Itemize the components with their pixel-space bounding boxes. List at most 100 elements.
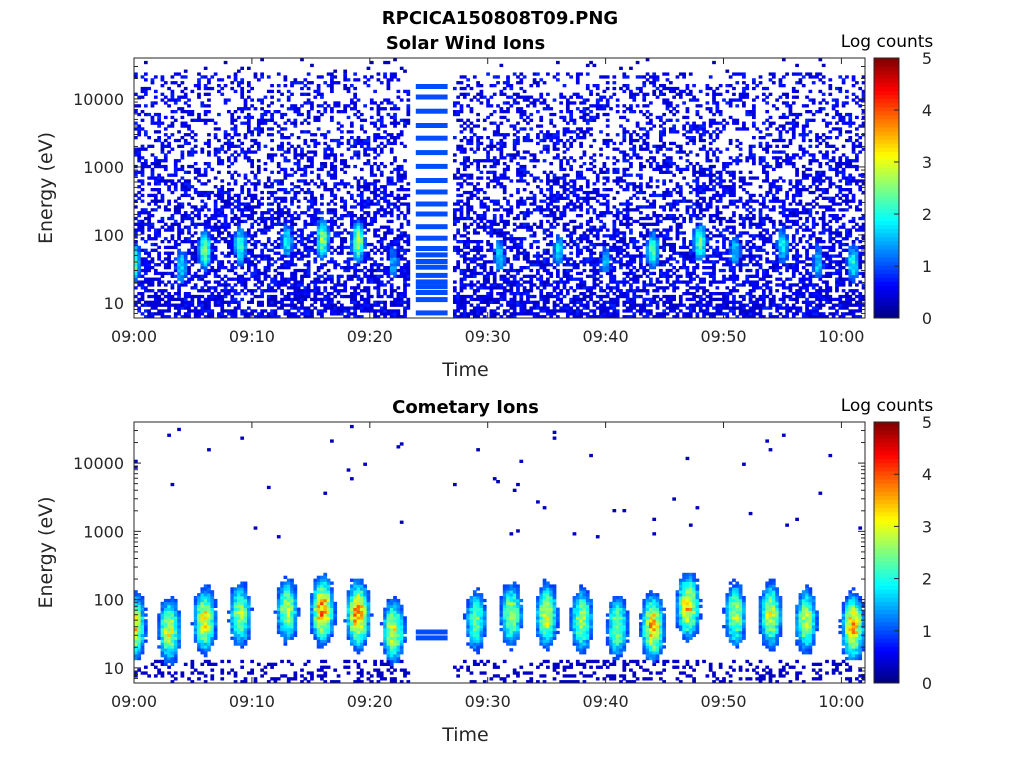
spectrogram-cell (293, 292, 298, 296)
spectrogram-cell (246, 159, 251, 163)
spectrogram-cell (486, 104, 490, 108)
spectrogram-cell (373, 136, 377, 140)
spectrogram-cell (283, 167, 288, 172)
spectrogram-cell (366, 199, 371, 203)
spectrogram-cell (250, 115, 255, 120)
spectrogram-cell (496, 240, 500, 244)
spectrogram-cell (313, 292, 318, 296)
spectrogram-cell (260, 231, 264, 235)
spectrogram-cell (552, 251, 557, 255)
spectrogram-cell (522, 170, 527, 174)
spectrogram-cell (303, 118, 308, 122)
spectrogram-cell (393, 271, 397, 276)
spectrogram-cell (140, 237, 145, 241)
spectrogram-cell (296, 162, 301, 166)
spectrogram-cell (290, 199, 294, 203)
spectrogram-cell (197, 257, 201, 261)
spectrogram-cell (399, 202, 404, 206)
spectrogram-cell (323, 286, 328, 290)
spectrogram-cell (220, 214, 225, 218)
spectrogram-cell (220, 289, 225, 293)
spectrogram-cell (373, 150, 377, 154)
spectrogram-cell (336, 182, 341, 186)
spectrogram-cell (502, 263, 507, 267)
spectrogram-cell (499, 138, 504, 143)
spectrogram-cell (140, 211, 145, 215)
spectrogram-cell (213, 136, 218, 140)
spectrogram-cell (280, 266, 284, 270)
spectrogram-cell (602, 225, 607, 229)
spectrogram-cell (203, 254, 208, 258)
spectrogram-cell (260, 257, 264, 261)
spectrogram-cell (529, 153, 534, 157)
spectrogram-cell (536, 263, 540, 267)
spectrogram-cell (177, 205, 181, 209)
spectrogram-cell (492, 231, 497, 235)
spectrogram-cell (496, 268, 500, 273)
spectrogram-cell (516, 303, 520, 307)
spectrogram-cell (406, 211, 411, 215)
spectrogram-cell (153, 89, 158, 94)
spectrogram-cell (542, 257, 547, 261)
spectrogram-cell (316, 141, 321, 146)
spectrogram-cell (303, 222, 308, 226)
spectrogram-cell (243, 202, 248, 206)
spectrogram-cell (459, 240, 464, 244)
spectrogram-cell (399, 271, 404, 276)
spectrogram-cell (183, 121, 188, 125)
spectrogram-cell (134, 263, 138, 267)
spectrogram-cell (143, 240, 148, 244)
spectrogram-cell (306, 130, 311, 134)
spectrogram-cell (376, 211, 381, 215)
spectrogram-cell (403, 286, 407, 290)
spectrogram-cell (589, 260, 593, 264)
spectrogram-cell (585, 315, 590, 319)
spectrogram-cell (306, 199, 311, 203)
spectrogram-cell (519, 173, 524, 177)
spectrogram-cell (542, 107, 547, 111)
spectrogram-cell (466, 294, 470, 299)
spectrogram-cell (496, 286, 500, 290)
spectrogram-cell (373, 274, 377, 278)
spectrogram-cell (452, 202, 457, 206)
spectrogram-cell (183, 240, 188, 244)
spectrogram-cell (256, 216, 261, 221)
spectrogram-cell (150, 208, 155, 212)
spectrogram-cell (213, 297, 218, 302)
spectrogram-cell (516, 121, 520, 125)
spectrogram-cell (190, 153, 195, 157)
spectrogram-cell (476, 315, 480, 319)
spectrogram-cell (233, 283, 238, 287)
spectrogram-cell (353, 72, 358, 76)
spectrogram-cell (296, 144, 301, 148)
spectrogram-cell (270, 257, 274, 261)
spectrogram-cell (562, 127, 567, 131)
spectrogram-cell (250, 234, 255, 238)
spectrogram-cell (602, 263, 607, 267)
spectrogram-cell (386, 199, 391, 203)
spectrogram-cell (529, 300, 534, 304)
spectrogram-cell (167, 199, 171, 203)
spectrogram-cell (207, 190, 211, 195)
spectrogram-cell (316, 104, 321, 108)
spectrogram-cell (237, 173, 241, 177)
spectrogram-cell (589, 242, 593, 247)
spectrogram-cell (276, 170, 281, 174)
spectrogram-cell (349, 121, 354, 125)
spectrogram-cell (237, 107, 241, 111)
spectrogram-cell (386, 101, 391, 105)
spectrogram-cell (552, 141, 557, 146)
spectrogram-cell (187, 248, 191, 252)
spectrogram-cell (539, 211, 544, 215)
spectrogram-cell (180, 268, 185, 273)
spectrogram-cell (320, 92, 324, 96)
spectrogram-cell (492, 176, 497, 180)
spectrogram-cell (237, 225, 241, 229)
spectrogram-cell (200, 237, 205, 241)
spectrogram-cell (270, 280, 274, 284)
spectrogram-cell (479, 95, 484, 99)
spectrogram-cell (522, 300, 527, 304)
spectrogram-cell (506, 214, 510, 218)
spectrogram-cell (456, 176, 461, 180)
spectrogram-cell (482, 147, 487, 151)
